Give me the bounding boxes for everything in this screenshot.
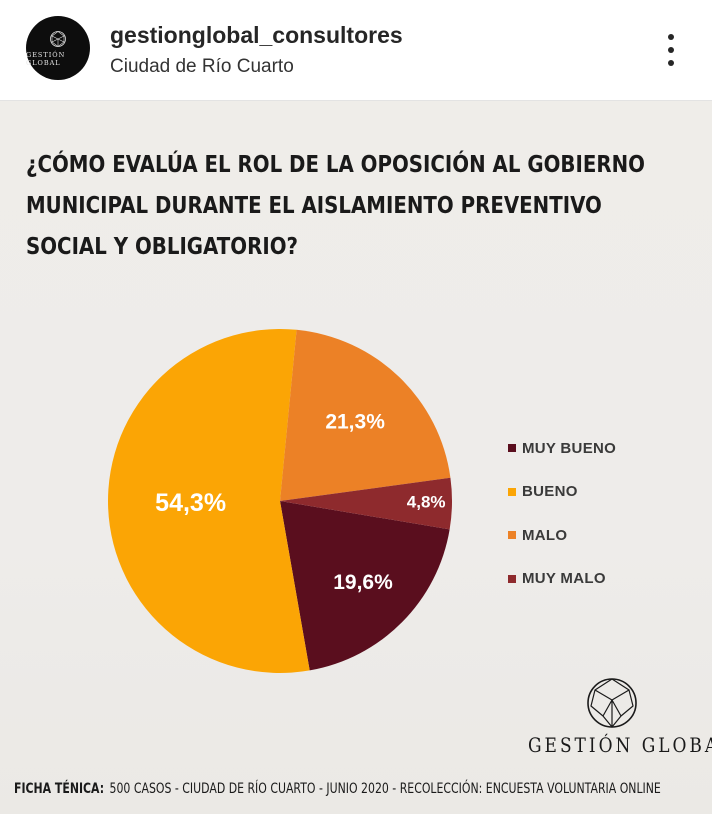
pie-slice-muy-malo (280, 477, 452, 530)
brand-name: GESTIÓN GLOBAL (528, 733, 712, 757)
pie-slice-muy-bueno (280, 501, 450, 671)
post-header: GESTIÓN GLOBAL gestionglobal_consultores… (0, 0, 712, 101)
legend-swatch (508, 487, 516, 496)
post-username[interactable]: gestionglobal_consultores (110, 22, 403, 48)
legend-swatch (508, 444, 516, 452)
ficha-text: 500 CASOS - CIUDAD DE RÍO CUARTO - JUNIO… (109, 781, 661, 797)
pie-slice-label: 21,3% (325, 410, 385, 433)
pie-slice-label: 54,3% (155, 489, 226, 517)
legend-label: MUY MALO (522, 570, 606, 587)
chart-title-line: MUNICIPAL DURANTE EL AISLAMIENTO PREVENT… (26, 193, 602, 219)
legend-item-muy-malo: MUY MALO (508, 568, 616, 590)
chart-title-line: SOCIAL Y OBLIGATORIO? (26, 234, 299, 260)
avatar-brand-text: GESTIÓN GLOBAL (26, 50, 66, 67)
chart-title: ¿CÓMO EVALÚA EL ROL DE LA OPOSICIÓN AL G… (26, 145, 645, 268)
more-vertical-icon (668, 34, 674, 66)
legend-item-muy-bueno: MUY BUENO (508, 437, 616, 459)
pie-slice-label: 19,6% (333, 571, 393, 594)
post-location[interactable]: Ciudad de Río Cuarto (110, 56, 294, 77)
legend-label: MALO (522, 526, 568, 544)
pie-slice-bueno (107, 328, 310, 673)
geodesic-sphere-icon (587, 678, 637, 728)
pie-chart: 19,6% 54,3% 21,3% 4,8% (107, 328, 452, 673)
ficha-tecnica: FICHA TÉNICA: 500 CASOS - CIUDAD DE RÍO C… (14, 781, 661, 797)
pie-slice-malo (280, 329, 451, 501)
chart-legend: MUY BUENO BUENO MALO MUY MALO (508, 437, 616, 611)
legend-label: BUENO (522, 483, 578, 500)
more-options-button[interactable] (656, 30, 686, 70)
legend-item-bueno: BUENO (508, 481, 616, 503)
avatar[interactable]: GESTIÓN GLOBAL (26, 16, 90, 80)
legend-swatch (508, 531, 516, 539)
geodesic-sphere-icon (50, 30, 66, 47)
legend-item-malo: MALO (508, 524, 616, 546)
ficha-label: FICHA TÉNICA: (14, 781, 105, 797)
legend-swatch (508, 574, 516, 583)
post-image: ¿CÓMO EVALÚA EL ROL DE LA OPOSICIÓN AL G… (0, 101, 712, 814)
pie-slice-label: 4,8% (407, 493, 446, 512)
legend-label: MUY BUENO (522, 439, 617, 457)
chart-title-line: ¿CÓMO EVALÚA EL ROL DE LA OPOSICIÓN AL G… (26, 152, 645, 178)
